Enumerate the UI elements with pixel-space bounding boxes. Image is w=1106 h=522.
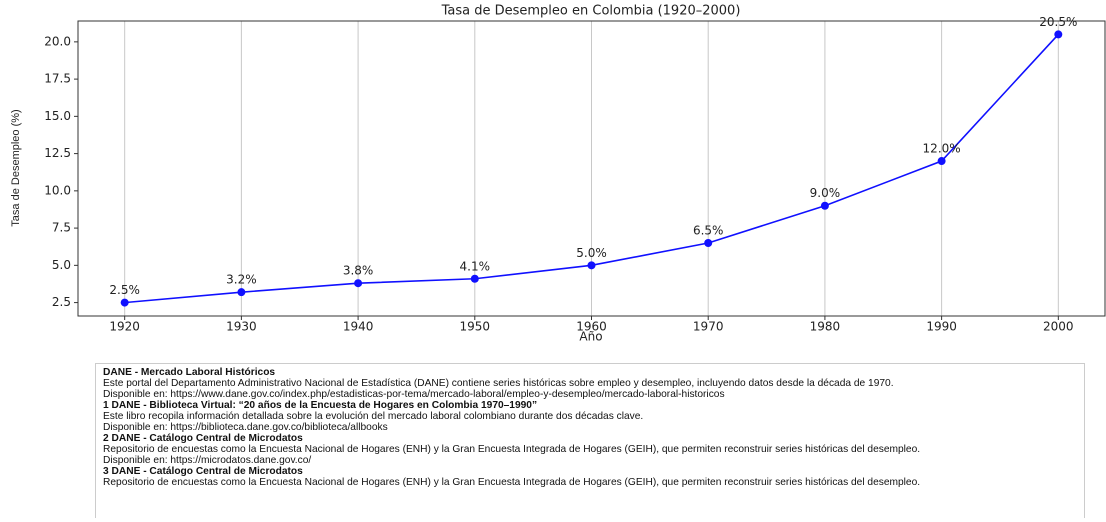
source-text: Disponible en: https://biblioteca.dane.g… <box>103 422 388 433</box>
data-label: 6.5% <box>693 223 724 237</box>
chart: Tasa de Desempleo en Colombia (1920–2000… <box>10 4 1106 344</box>
marker <box>937 157 946 166</box>
chart-title: Tasa de Desempleo en Colombia (1920–2000… <box>441 4 741 19</box>
y-tick-label: 7.5 <box>52 221 71 235</box>
y-tick-label: 5.0 <box>52 258 71 272</box>
marker <box>354 279 363 288</box>
marker <box>470 274 479 283</box>
y-tick-label: 20.0 <box>44 34 71 48</box>
data-label: 5.0% <box>576 246 607 260</box>
y-tick-label: 15.0 <box>44 109 71 123</box>
source-heading: DANE - Mercado Laboral Históricos <box>103 367 276 378</box>
marker <box>237 288 246 297</box>
x-tick-label: 1950 <box>460 320 491 334</box>
x-tick-label: 1980 <box>810 320 841 334</box>
source-text: Disponible en: https://microdatos.dane.g… <box>103 455 312 466</box>
data-label: 3.2% <box>226 273 257 287</box>
y-tick-label: 10.0 <box>44 183 71 197</box>
data-label: 2.5% <box>109 283 140 297</box>
data-label: 12.0% <box>923 142 961 156</box>
source-text: Este libro recopila información detallad… <box>103 411 644 422</box>
source-heading: 3 DANE - Catálogo Central de Microdatos <box>103 466 303 477</box>
marker <box>120 298 129 307</box>
marker <box>587 261 596 270</box>
y-tick-label: 2.5 <box>52 295 71 309</box>
x-tick-label: 1960 <box>576 320 607 334</box>
source-text: Repositorio de encuestas como la Encuest… <box>103 444 921 455</box>
y-tick-label: 12.5 <box>44 146 71 160</box>
x-tick-label: 1930 <box>226 320 257 334</box>
marker <box>704 238 713 247</box>
source-text: Este portal del Departamento Administrat… <box>103 378 894 389</box>
plot-frame <box>77 20 1106 317</box>
marker <box>820 201 829 210</box>
x-tick-label: 1990 <box>926 320 957 334</box>
source-text: Disponible en: https://www.dane.gov.co/i… <box>103 389 725 400</box>
source-heading: 2 DANE - Catálogo Central de Microdatos <box>103 433 303 444</box>
data-label: 4.1% <box>460 259 491 273</box>
data-label: 9.0% <box>810 186 841 200</box>
marker <box>1054 30 1063 39</box>
x-axis-label: Año <box>579 330 602 344</box>
x-tick-label: 1920 <box>109 320 140 334</box>
data-label: 3.8% <box>343 264 374 278</box>
y-axis-label: Tasa de Desempleo (%) <box>10 109 22 226</box>
y-tick-label: 17.5 <box>44 72 71 86</box>
data-label: 20.5% <box>1039 15 1077 29</box>
x-tick-label: 2000 <box>1043 320 1074 334</box>
x-tick-label: 1940 <box>343 320 374 334</box>
sources: DANE - Mercado Laboral Históricos Este po… <box>95 363 1085 518</box>
source-text: Repositorio de encuestas como la Encuest… <box>103 477 921 488</box>
source-heading: 1 DANE - Biblioteca Virtual: “20 años de… <box>103 400 538 411</box>
x-tick-label: 1970 <box>693 320 724 334</box>
